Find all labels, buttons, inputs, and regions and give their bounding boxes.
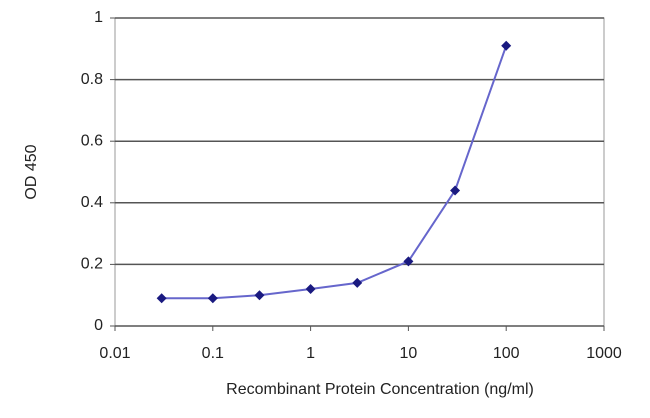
data-point	[156, 293, 167, 304]
data-point	[254, 290, 265, 301]
data-point	[352, 277, 363, 288]
x-tick-label: 1000	[586, 345, 622, 362]
data-point	[305, 284, 316, 295]
y-tick-label: 0.8	[81, 71, 103, 88]
data-point	[501, 40, 512, 51]
x-tick-label: 0.01	[99, 345, 130, 362]
x-axis-label: Recombinant Protein Concentration (ng/ml…	[226, 381, 534, 398]
data-point	[450, 185, 461, 196]
y-tick-label: 0	[94, 317, 103, 334]
y-tick-label: 0.2	[81, 256, 103, 273]
plot-area	[114, 17, 605, 327]
x-tick-label: 10	[400, 345, 418, 362]
x-tick-label: 0.1	[202, 345, 224, 362]
data-line	[161, 45, 508, 300]
data-point	[207, 293, 218, 304]
y-tick-label: 1	[94, 9, 103, 26]
y-tick-label: 0.6	[81, 132, 103, 149]
x-tick-label: 100	[493, 345, 520, 362]
data-point	[403, 256, 414, 267]
y-tick-label: 0.4	[81, 194, 103, 211]
y-axis-label: OD 450	[23, 144, 40, 199]
x-tick-label: 1	[306, 345, 315, 362]
